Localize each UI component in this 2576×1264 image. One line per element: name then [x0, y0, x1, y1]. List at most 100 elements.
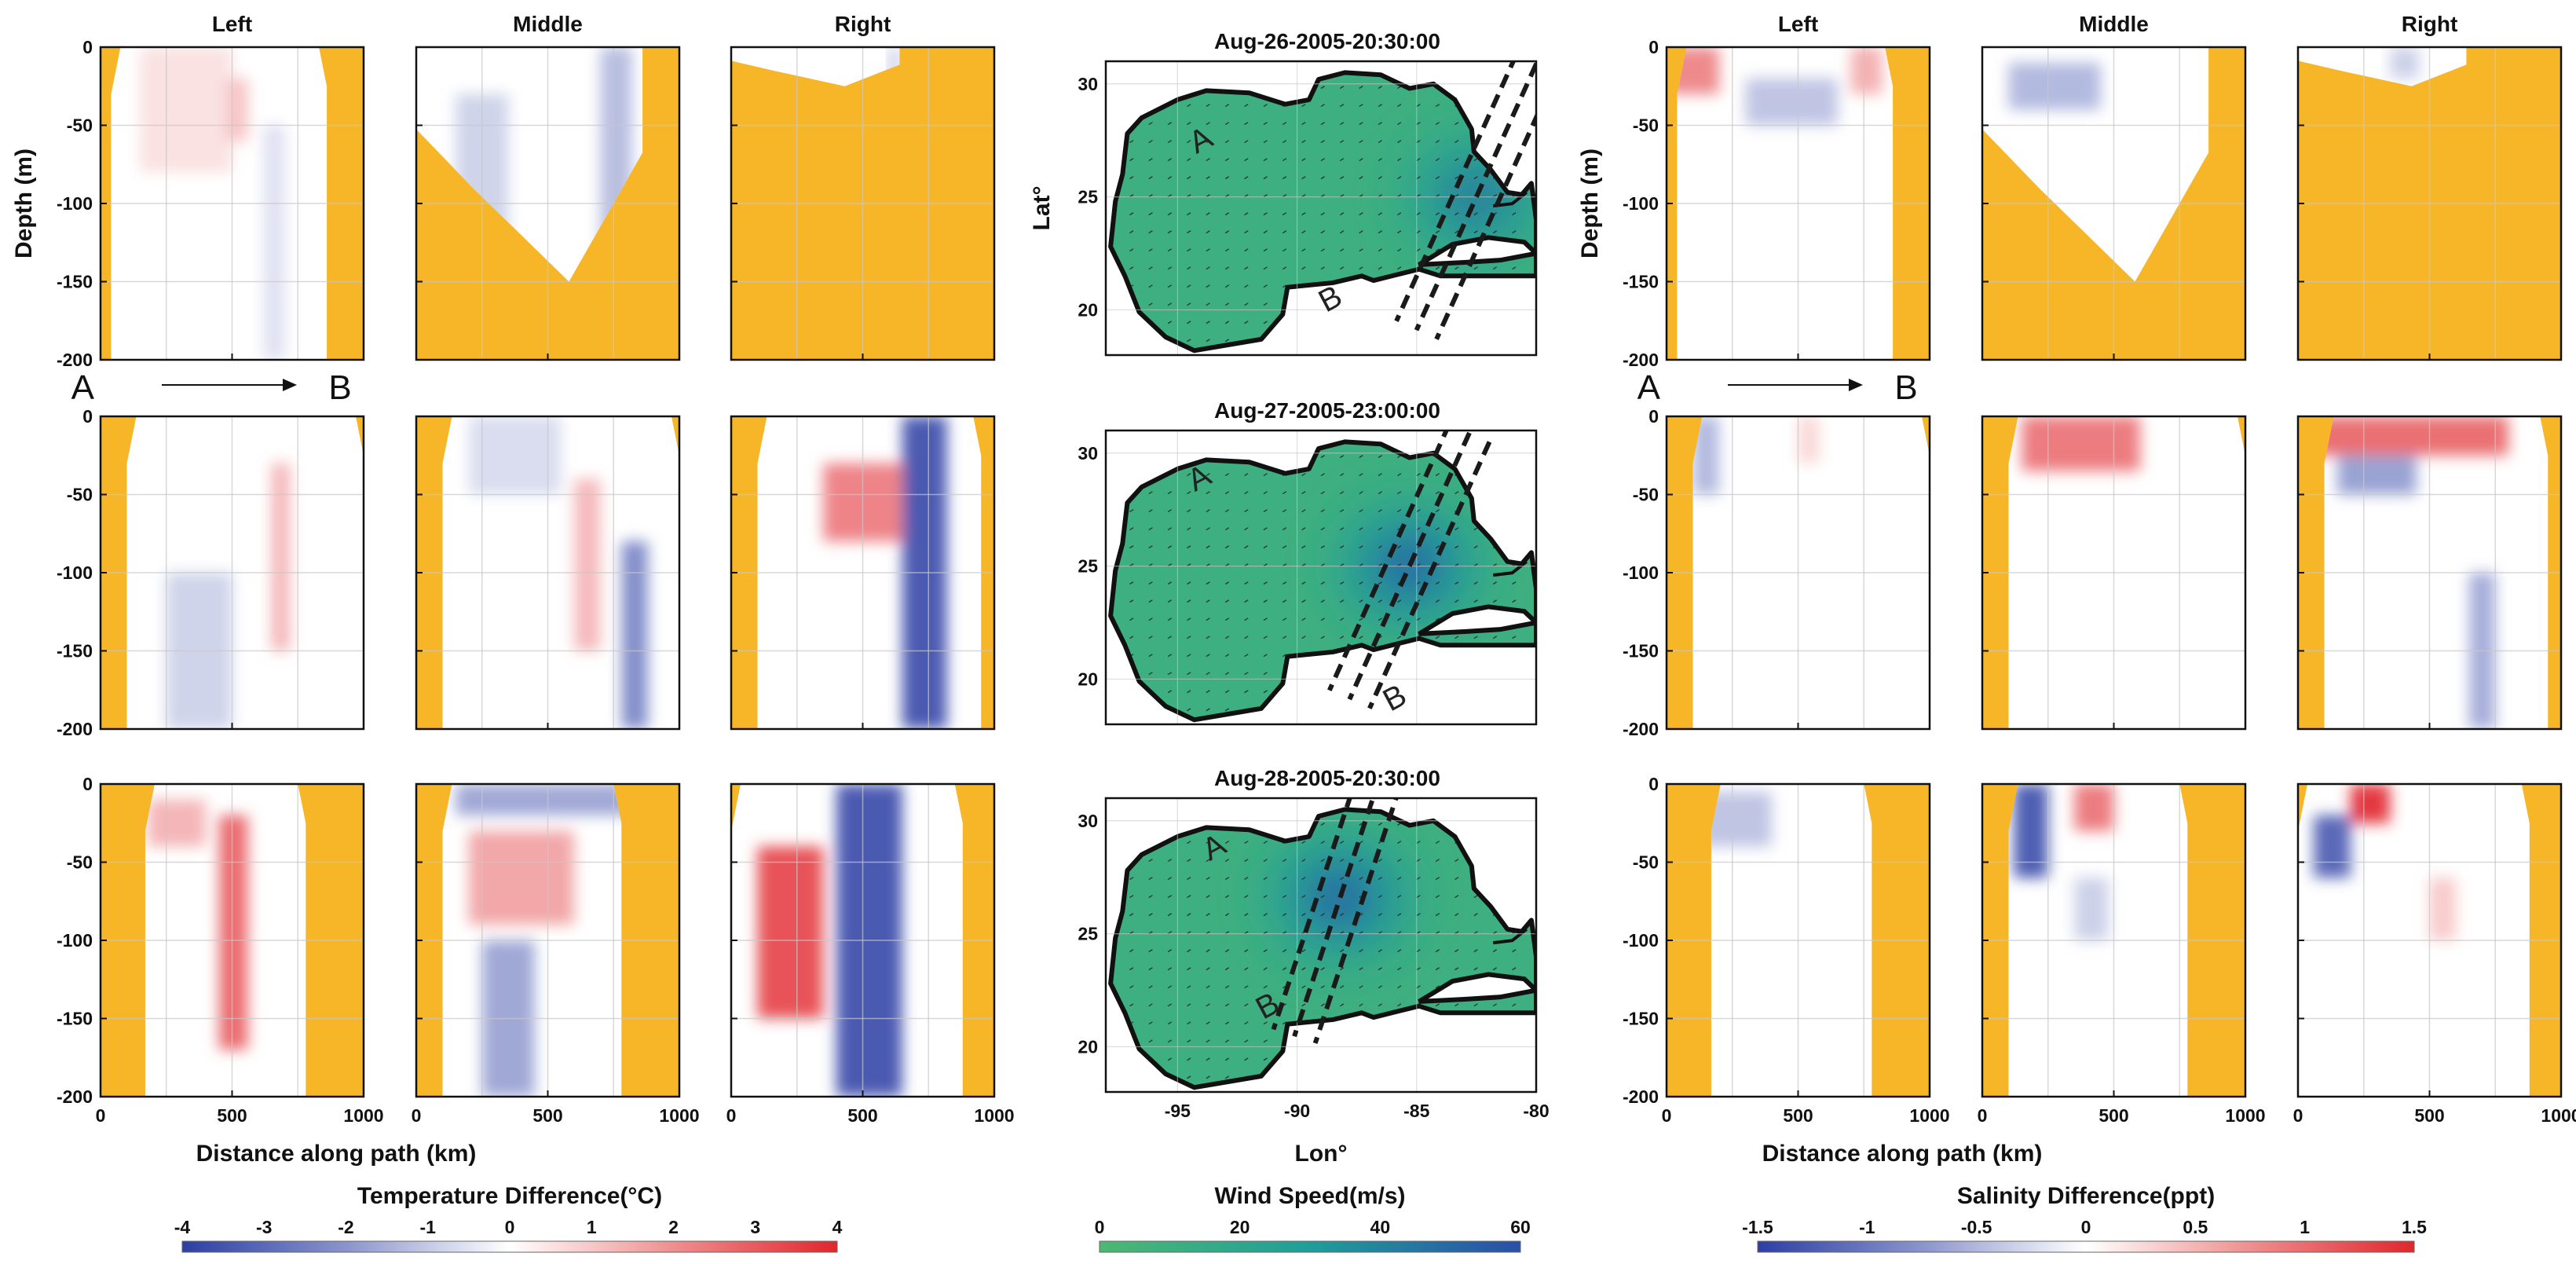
wind-vector [1224, 967, 1230, 971]
wind-vector [1301, 509, 1306, 513]
wind-vector [1206, 1057, 1210, 1061]
wind-vector [1339, 545, 1345, 549]
wind-vector [1224, 985, 1230, 989]
sal-anomaly [2314, 815, 2351, 878]
wind-vector [1378, 140, 1383, 144]
wind-vector [1244, 545, 1249, 549]
wind-vector [1224, 1039, 1230, 1043]
temp-anomaly [469, 416, 562, 495]
wind-map [1104, 429, 1538, 726]
wind-vector [1378, 545, 1383, 549]
wind-vector [1301, 266, 1306, 270]
wind-vector [1454, 230, 1459, 234]
wind-vector [1339, 967, 1345, 971]
wind-vector [1339, 636, 1345, 639]
wind-vector [1435, 985, 1440, 989]
lat-tick-label: 25 [1078, 187, 1098, 207]
wind-vector [1187, 654, 1191, 658]
wind-vector [1454, 212, 1459, 216]
wind-vector [1129, 636, 1134, 639]
wind-vector [1492, 599, 1498, 603]
wind-vector [1167, 284, 1173, 288]
x-tick-label: 0 [1978, 1105, 1988, 1126]
wind-vector [1339, 491, 1345, 495]
wind-vector [1263, 841, 1268, 844]
wind-vector [1435, 545, 1440, 549]
wind-vector [1167, 545, 1173, 549]
wind-vector [1148, 949, 1153, 953]
x-tick-label: 1000 [2541, 1105, 2576, 1126]
wind-vector [1339, 617, 1345, 621]
wind-vector [1454, 581, 1459, 585]
wind-vector [1282, 122, 1287, 126]
wind-vector [1378, 1003, 1383, 1007]
wind-vector [1167, 967, 1173, 971]
wind-vector [1263, 122, 1268, 126]
wind-vector [1397, 545, 1402, 549]
map-title: Aug-26-2005-20:30:00 [1214, 29, 1440, 53]
wind-vector [1129, 230, 1134, 234]
wind-vector [1320, 967, 1325, 971]
wind-vector [1512, 949, 1517, 953]
wind-vector [1148, 895, 1153, 899]
wind-vector [1148, 654, 1153, 658]
wind-vector [1378, 248, 1383, 252]
wind-vector [1206, 509, 1210, 513]
wind-vector [1244, 877, 1249, 881]
wind-vector [1148, 509, 1153, 513]
wind-vector [1206, 617, 1210, 621]
temp-panel [415, 46, 681, 361]
wind-vector [1187, 104, 1191, 108]
wind-vector [1359, 140, 1363, 144]
wind-vector [1187, 967, 1191, 971]
path-end-label: B [1894, 368, 1917, 407]
path-end-label: B [328, 368, 351, 407]
x-tick-label: 1000 [1909, 1105, 1949, 1126]
wind-vector [1378, 877, 1383, 881]
column-title: Right [835, 12, 891, 36]
wind-vector [1167, 1039, 1173, 1043]
wind-vector [1301, 895, 1306, 899]
temp-anomaly [469, 830, 574, 925]
lat-tick-label: 25 [1078, 556, 1098, 577]
sal-anomaly [2014, 784, 2048, 878]
sal-panel [1665, 782, 1931, 1098]
wind-vector [1167, 985, 1173, 989]
y-tick-label: -100 [57, 562, 93, 583]
wind-vector [1359, 581, 1363, 585]
wind-vector [1244, 672, 1249, 676]
wind-vector [1301, 140, 1306, 144]
wind-vector [1148, 545, 1153, 549]
lon-tick-label: -95 [1165, 1101, 1191, 1121]
wind-vector [1416, 158, 1421, 162]
wind-vector [1378, 895, 1383, 899]
lon-tick-label: -90 [1284, 1101, 1310, 1121]
wind-vector [1224, 104, 1230, 108]
temp-anomaly [757, 846, 824, 1019]
keys-coastline [1492, 560, 1528, 577]
wind-vector [1206, 248, 1210, 252]
track-line [1292, 798, 1376, 1038]
wind-vector [1397, 266, 1402, 270]
wind-vector [1206, 230, 1210, 234]
wind-vector [1282, 1021, 1287, 1025]
wind-vector [1397, 104, 1402, 108]
wind-vector [1167, 176, 1173, 180]
wind-vector [1244, 841, 1249, 844]
wind-vector [1397, 509, 1402, 513]
wind-vector [1244, 230, 1249, 234]
wind-vector [1320, 985, 1325, 989]
wind-vector [1435, 248, 1440, 252]
wind-vector [1167, 877, 1173, 881]
lon-axis-label: Lon° [1295, 1141, 1348, 1167]
wind-vector [1206, 967, 1210, 971]
wind-vector [1378, 212, 1383, 216]
wind-vector [1301, 473, 1306, 477]
wind-vector [1416, 895, 1421, 899]
temp-panel [99, 782, 365, 1098]
salinity-colorbar-tick: -0.5 [1961, 1217, 1992, 1237]
wind-vector [1301, 636, 1306, 639]
wind-vector [1187, 266, 1191, 270]
wind-vector [1187, 617, 1191, 621]
wind-vector [1359, 212, 1363, 216]
